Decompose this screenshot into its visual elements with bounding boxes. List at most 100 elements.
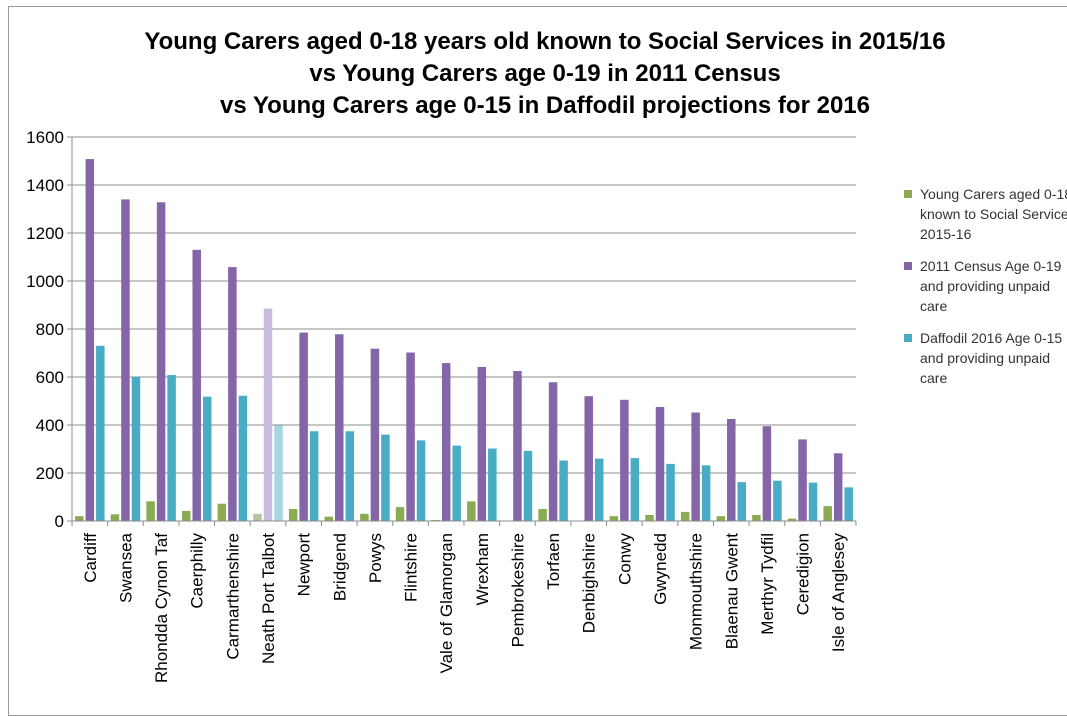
bar-gwynedd-s1 [645, 515, 654, 521]
bar-flintshire-s3 [417, 440, 426, 521]
x-tick-label: Wrexham [473, 533, 492, 605]
bar-ceredigion-s3 [809, 483, 818, 521]
legend-item-series-3: Daffodil 2016 Age 0-15 and providing unp… [904, 328, 1067, 388]
bar-rhondda-cynon-taf-s3 [167, 375, 176, 521]
bar-carmarthenshire-s2 [228, 267, 237, 521]
bar-gwynedd-s3 [666, 464, 675, 521]
bar-conwy-s3 [631, 458, 640, 521]
legend-label: Young Carers aged 0-18 known to Social S… [920, 186, 1067, 242]
bar-vale-of-glamorgan-s2 [442, 363, 451, 521]
x-axis: Cardiff Swansea Rhondda Cynon Taf Caerphill… [72, 521, 856, 683]
bar-flintshire-s2 [406, 353, 415, 521]
bar-torfaen-s3 [559, 461, 568, 521]
bar-powys-s3 [381, 435, 390, 521]
x-tick-label: Flintshire [402, 533, 421, 602]
legend-item-series-1: Young Carers aged 0-18 known to Social S… [904, 184, 1067, 244]
x-tick-label: Ceredigion [794, 533, 813, 615]
bar-swansea-s1 [111, 514, 120, 521]
x-tick-label: Denbighshire [580, 533, 599, 633]
bar-gwynedd-s2 [656, 407, 665, 521]
bar-swansea-s2 [121, 199, 130, 521]
y-tick-label: 800 [36, 320, 64, 339]
y-tick-label: 1000 [26, 272, 64, 291]
bar-conwy-s1 [610, 516, 619, 521]
x-tick-label: Torfaen [544, 533, 563, 590]
gridlines [72, 137, 856, 473]
bar-conwy-s2 [620, 400, 629, 521]
x-tick-label: Caerphilly [188, 533, 207, 609]
x-tick-label: Rhondda Cynon Taf [152, 533, 171, 683]
y-tick-label: 1600 [26, 128, 64, 147]
bar-ceredigion-s2 [798, 439, 807, 521]
bar-flintshire-s1 [396, 507, 405, 521]
x-tick-label: Cardiff [81, 533, 100, 583]
bar-torfaen-s2 [549, 382, 558, 521]
bars [75, 159, 853, 521]
bar-neath-port-talbot-s2 [264, 309, 273, 521]
bar-newport-s3 [310, 431, 319, 521]
bar-blaenau-gwent-s1 [717, 516, 726, 521]
bar-isle-of-anglesey-s2 [834, 453, 843, 521]
bar-rhondda-cynon-taf-s2 [157, 202, 166, 521]
bar-denbighshire-s3 [595, 459, 604, 521]
bar-bridgend-s1 [325, 517, 334, 521]
x-tick-label: Carmarthenshire [223, 533, 242, 660]
x-tick-label: Isle of Anglesey [829, 533, 848, 653]
bar-powys-s2 [371, 349, 380, 521]
bar-wrexham-s3 [488, 449, 497, 521]
bar-neath-port-talbot-s3 [274, 425, 283, 521]
bar-bridgend-s2 [335, 334, 344, 521]
bar-rhondda-cynon-taf-s1 [146, 501, 155, 521]
x-tick-label: Pembrokeshire [508, 533, 527, 647]
bar-monmouthshire-s3 [702, 465, 711, 521]
bar-blaenau-gwent-s2 [727, 419, 736, 521]
bar-merthyr-tydfil-s3 [773, 481, 782, 521]
legend-swatch [904, 334, 912, 342]
bar-pembrokeshire-s2 [513, 371, 522, 521]
y-tick-label: 1200 [26, 224, 64, 243]
legend-label: Daffodil 2016 Age 0-15 and providing unp… [920, 330, 1062, 386]
y-tick-label: 200 [36, 464, 64, 483]
bar-isle-of-anglesey-s3 [844, 487, 853, 521]
y-tick-label: 0 [55, 512, 64, 531]
x-tick-label: Monmouthshire [687, 533, 706, 650]
bar-cardiff-s1 [75, 516, 84, 521]
legend-label: 2011 Census Age 0-19 and providing unpai… [920, 258, 1061, 314]
legend-swatch [904, 190, 912, 198]
bar-vale-of-glamorgan-s3 [452, 446, 461, 521]
x-tick-label: Newport [295, 533, 314, 597]
x-tick-label: Merthyr Tydfil [758, 533, 777, 635]
x-tick-label: Conwy [615, 533, 634, 585]
y-tick-label: 400 [36, 416, 64, 435]
bar-isle-of-anglesey-s1 [823, 506, 832, 521]
bar-blaenau-gwent-s3 [738, 482, 747, 521]
bar-caerphilly-s1 [182, 511, 191, 521]
bar-torfaen-s1 [538, 509, 547, 521]
bar-carmarthenshire-s1 [218, 504, 227, 521]
x-tick-label: Powys [366, 533, 385, 583]
legend-swatch [904, 262, 912, 270]
x-tick-label: Swansea [116, 532, 135, 602]
bar-cardiff-s3 [96, 346, 105, 521]
x-tick-label: Vale of Glamorgan [437, 533, 456, 673]
bar-carmarthenshire-s3 [239, 396, 248, 521]
bar-caerphilly-s2 [192, 250, 201, 521]
bar-monmouthshire-s2 [691, 413, 700, 521]
bar-denbighshire-s2 [584, 396, 593, 521]
bar-newport-s2 [299, 333, 308, 521]
bar-cardiff-s2 [86, 159, 95, 521]
bar-merthyr-tydfil-s2 [763, 426, 772, 521]
bar-pembrokeshire-s3 [524, 451, 533, 521]
bar-bridgend-s3 [346, 431, 355, 521]
bar-swansea-s3 [132, 377, 141, 521]
bar-wrexham-s1 [467, 501, 476, 521]
chart-legend: Young Carers aged 0-18 known to Social S… [904, 184, 1067, 400]
bar-caerphilly-s3 [203, 397, 212, 521]
bar-neath-port-talbot-s1 [253, 514, 262, 521]
x-tick-label: Blaenau Gwent [722, 533, 741, 650]
bar-merthyr-tydfil-s1 [752, 515, 761, 521]
x-tick-label: Neath Port Talbot [259, 533, 278, 664]
bar-newport-s1 [289, 509, 298, 521]
x-tick-label: Bridgend [330, 533, 349, 601]
